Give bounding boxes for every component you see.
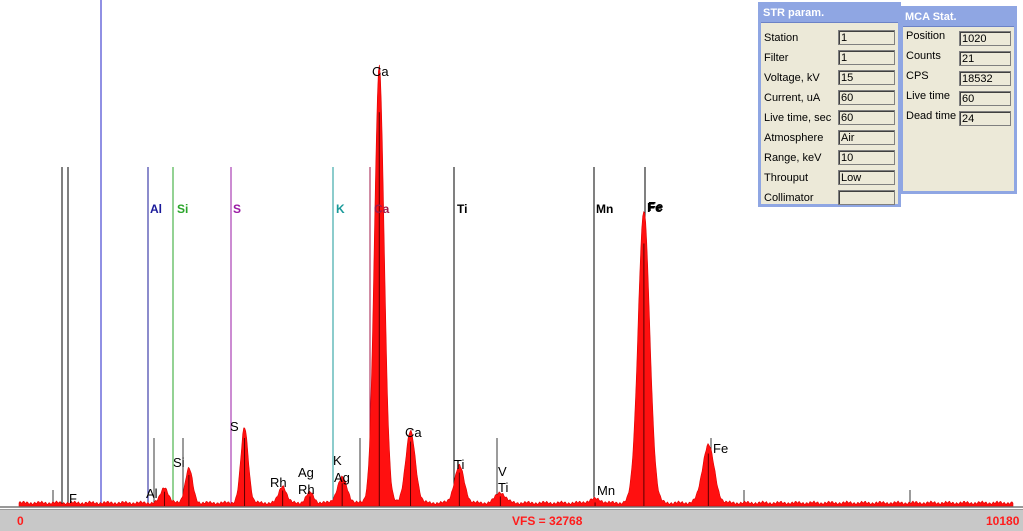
- peak-label-ti-beta: Ti: [498, 480, 509, 495]
- vfs-readout: VFS = 32768: [512, 514, 583, 528]
- str-value: 60: [838, 110, 895, 125]
- mca-value: 18532: [959, 71, 1011, 86]
- str-row-live-time: Live time, sec 60: [761, 108, 898, 128]
- mca-row-counts: Counts 21: [903, 49, 1014, 69]
- peak-label-al: Al: [146, 486, 158, 501]
- mca-label: Dead time: [906, 110, 957, 122]
- str-row-current: Current, uA 60: [761, 88, 898, 108]
- spectrum-svg[interactable]: [0, 0, 1023, 510]
- peak-label-k: K: [333, 453, 342, 468]
- x-axis-min: 0: [17, 514, 24, 528]
- marker-label-al: Al: [150, 202, 162, 216]
- str-param-panel[interactable]: STR param. Station 1 Filter 1 Voltage, kV 1…: [758, 2, 901, 207]
- peak-label-mn: Mn: [597, 483, 616, 498]
- str-row-filter: Filter 1: [761, 48, 898, 68]
- mca-value: 1020: [959, 31, 1011, 46]
- str-row-throuput: Throuput Low: [761, 168, 898, 188]
- str-row-station: Station 1: [761, 28, 898, 48]
- str-value: Air: [838, 130, 895, 145]
- str-label: Live time, sec: [764, 112, 832, 124]
- str-row-voltage: Voltage, kV 15: [761, 68, 898, 88]
- mca-row-dead-time: Dead time 24: [903, 109, 1014, 129]
- str-value: Low: [838, 170, 895, 185]
- str-label: Current, uA: [764, 92, 821, 104]
- mca-label: Position: [906, 30, 946, 42]
- str-value: 1: [838, 50, 895, 65]
- str-value: 15: [838, 70, 895, 85]
- mca-label: Counts: [906, 50, 941, 62]
- peak-label-rh-2: Rh: [298, 482, 315, 497]
- marker-label-k: K: [336, 202, 345, 216]
- spectrum-plot[interactable]: Al Si S K Ca Ti Mn Fe F Al Si S Rh Rh Ag…: [0, 0, 1023, 510]
- mca-label: CPS: [906, 70, 929, 82]
- str-label: Station: [764, 32, 799, 44]
- marker-label-ca: Ca: [374, 202, 390, 216]
- marker-label-fe: Fe: [648, 199, 664, 214]
- str-value: 60: [838, 90, 895, 105]
- str-label: Throuput: [764, 172, 809, 184]
- mca-value: 21: [959, 51, 1011, 66]
- peak-label-ag-2: Ag: [334, 470, 350, 485]
- mca-stat-panel[interactable]: MCA Stat. Position 1020 Counts 21 CPS 18532…: [900, 6, 1017, 194]
- mca-value: 24: [959, 111, 1011, 126]
- str-row-atmosphere: Atmosphere Air: [761, 128, 898, 148]
- x-axis-max: 10180: [986, 514, 1020, 528]
- mca-stat-title[interactable]: MCA Stat.: [903, 9, 1014, 27]
- marker-label-si: Si: [177, 202, 189, 216]
- str-value: 10: [838, 150, 895, 165]
- peak-label-fe-alpha: Fe: [647, 200, 663, 215]
- str-value: 1: [838, 30, 895, 45]
- str-label: Filter: [764, 52, 789, 64]
- str-label: Atmosphere: [764, 132, 824, 144]
- str-label: Voltage, kV: [764, 72, 820, 84]
- peak-label-fe-beta: Fe: [713, 441, 729, 456]
- peak-label-ca-beta: Ca: [405, 425, 422, 440]
- marker-label-ti: Ti: [457, 202, 468, 216]
- peak-label-rh-1: Rh: [270, 475, 287, 490]
- marker-label-mn: Mn: [596, 202, 614, 216]
- mca-row-cps: CPS 18532: [903, 69, 1014, 89]
- marker-label-s: S: [233, 202, 242, 216]
- str-label: Collimator: [764, 192, 814, 204]
- str-label: Range, keV: [764, 152, 822, 164]
- str-row-range: Range, keV 10: [761, 148, 898, 168]
- mca-row-live-time: Live time 60: [903, 89, 1014, 109]
- mca-label: Live time: [906, 90, 951, 102]
- peak-label-ca-alpha: Ca: [372, 64, 389, 79]
- str-param-title[interactable]: STR param.: [761, 5, 898, 23]
- status-bar: 0 VFS = 32768 10180: [0, 509, 1023, 531]
- peak-label-s: S: [230, 419, 239, 434]
- spectrum-area: [18, 64, 1014, 507]
- peak-label-f: F: [69, 491, 77, 506]
- mca-row-position: Position 1020: [903, 29, 1014, 49]
- str-value: [838, 190, 895, 205]
- peak-label-si: Si: [173, 455, 185, 470]
- peak-label-ti-alpha: Ti: [454, 457, 465, 472]
- str-row-collimator: Collimator: [761, 188, 898, 208]
- peak-label-v: V: [498, 464, 507, 479]
- peak-label-ag-1: Ag: [298, 465, 314, 480]
- mca-value: 60: [959, 91, 1011, 106]
